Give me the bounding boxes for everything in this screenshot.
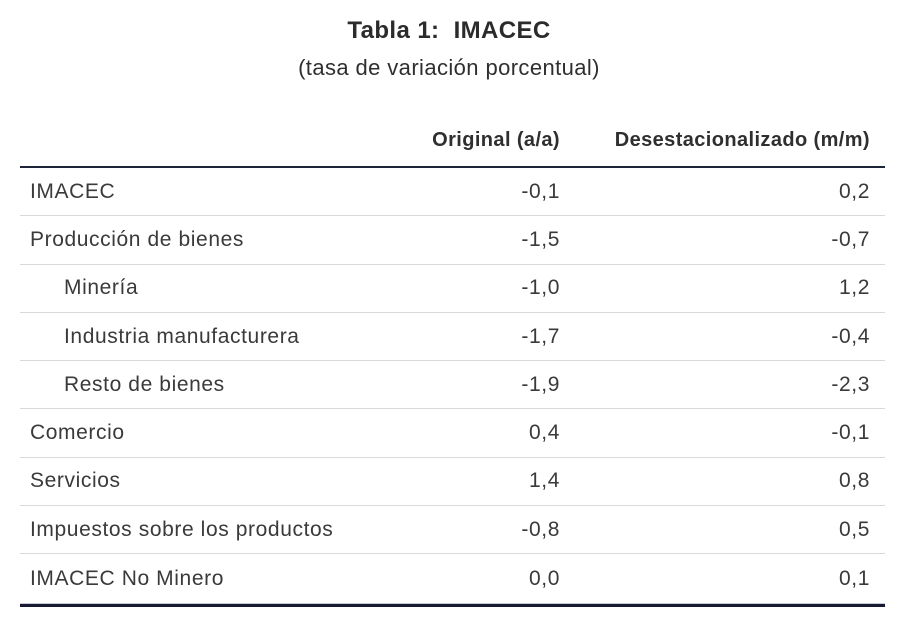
value-desest: 0,8 xyxy=(839,469,870,493)
table-row-mineria: Minería -1,0 1,2 xyxy=(20,265,885,313)
table-row-impuestos: Impuestos sobre los productos -0,8 0,5 xyxy=(20,506,885,555)
table-row-industria-manufacturera: Industria manufacturera -1,7 -0,4 xyxy=(20,313,885,362)
row-label: Producción de bienes xyxy=(30,227,244,251)
row-label: Minería xyxy=(64,276,139,300)
report-subtitle: (tasa de variación porcentual) xyxy=(298,55,600,80)
value-original: -1,5 xyxy=(521,227,560,251)
col-header-original: Original (a/a) xyxy=(432,129,560,151)
value-desest: -2,3 xyxy=(831,372,870,396)
value-desest: -0,7 xyxy=(831,227,870,251)
imacec-table: Original (a/a) Desestacionalizado (m/m) … xyxy=(20,84,885,607)
row-label: Impuestos sobre los productos xyxy=(30,517,334,541)
table-row-servicios: Servicios 1,4 0,8 xyxy=(20,458,885,507)
row-label: IMACEC No Minero xyxy=(30,566,224,590)
value-original: -0,1 xyxy=(521,179,560,203)
value-original: 1,4 xyxy=(529,469,560,493)
table-row-imacec-no-minero: IMACEC No Minero 0,0 0,1 xyxy=(20,554,885,602)
value-desest: 0,5 xyxy=(839,517,870,541)
value-original: -1,7 xyxy=(521,324,560,348)
value-original: -0,8 xyxy=(521,517,560,541)
row-label: IMACEC xyxy=(30,179,116,203)
value-desest: -0,4 xyxy=(831,324,870,348)
table-row-imacec: IMACEC -0,1 0,2 xyxy=(20,168,885,217)
value-desest: 0,2 xyxy=(839,179,870,203)
row-label: Industria manufacturera xyxy=(64,324,300,348)
row-label: Comercio xyxy=(30,421,125,445)
table-row-resto-de-bienes: Resto de bienes -1,9 -2,3 xyxy=(20,361,885,410)
value-original: 0,0 xyxy=(529,566,560,590)
value-desest: 1,2 xyxy=(839,276,870,300)
row-label: Resto de bienes xyxy=(64,372,225,396)
table-row-produccion-de-bienes: Producción de bienes -1,5 -0,7 xyxy=(20,216,885,265)
value-desest: 0,1 xyxy=(839,566,870,590)
report-title: Tabla 1: IMACEC xyxy=(347,17,551,44)
value-desest: -0,1 xyxy=(831,421,870,445)
value-original: -1,9 xyxy=(521,372,560,396)
table-header-row: Original (a/a) Desestacionalizado (m/m) xyxy=(20,84,885,168)
value-original: 0,4 xyxy=(529,421,560,445)
table-bottom-rule xyxy=(20,602,885,607)
value-original: -1,0 xyxy=(521,276,560,300)
row-label: Servicios xyxy=(30,469,121,493)
table-row-comercio: Comercio 0,4 -0,1 xyxy=(20,409,885,458)
col-header-desest: Desestacionalizado (m/m) xyxy=(614,129,870,151)
